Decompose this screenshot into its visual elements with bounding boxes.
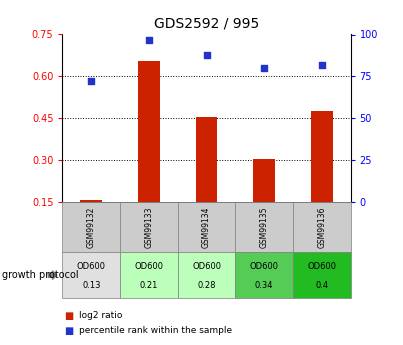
Point	[88, 79, 95, 84]
Text: OD600: OD600	[307, 262, 336, 271]
Text: GSM99133: GSM99133	[144, 206, 154, 248]
Text: 0.13: 0.13	[82, 281, 100, 290]
Text: 0.4: 0.4	[315, 281, 328, 290]
Text: OD600: OD600	[250, 262, 278, 271]
Text: 0.21: 0.21	[140, 281, 158, 290]
Bar	[195, 117, 218, 202]
Text: percentile rank within the sample: percentile rank within the sample	[79, 326, 232, 335]
Bar	[253, 159, 275, 202]
Text: OD600: OD600	[77, 262, 106, 271]
Point	[204, 52, 210, 57]
Bar	[138, 61, 160, 202]
Text: log2 ratio: log2 ratio	[79, 311, 122, 320]
Bar	[80, 200, 102, 202]
Text: GSM99135: GSM99135	[260, 206, 269, 248]
Text: 0.34: 0.34	[255, 281, 273, 290]
Point	[319, 62, 325, 67]
Text: GSM99136: GSM99136	[317, 206, 326, 248]
Title: GDS2592 / 995: GDS2592 / 995	[154, 17, 259, 31]
Text: ■: ■	[64, 326, 74, 335]
Bar	[311, 111, 333, 202]
Text: ■: ■	[64, 311, 74, 321]
Point	[146, 37, 152, 42]
Point	[261, 65, 268, 71]
Text: growth protocol: growth protocol	[2, 270, 79, 280]
Text: GSM99132: GSM99132	[87, 206, 96, 247]
Text: GSM99134: GSM99134	[202, 206, 211, 248]
Text: OD600: OD600	[135, 262, 163, 271]
Text: OD600: OD600	[192, 262, 221, 271]
Text: 0.28: 0.28	[197, 281, 216, 290]
